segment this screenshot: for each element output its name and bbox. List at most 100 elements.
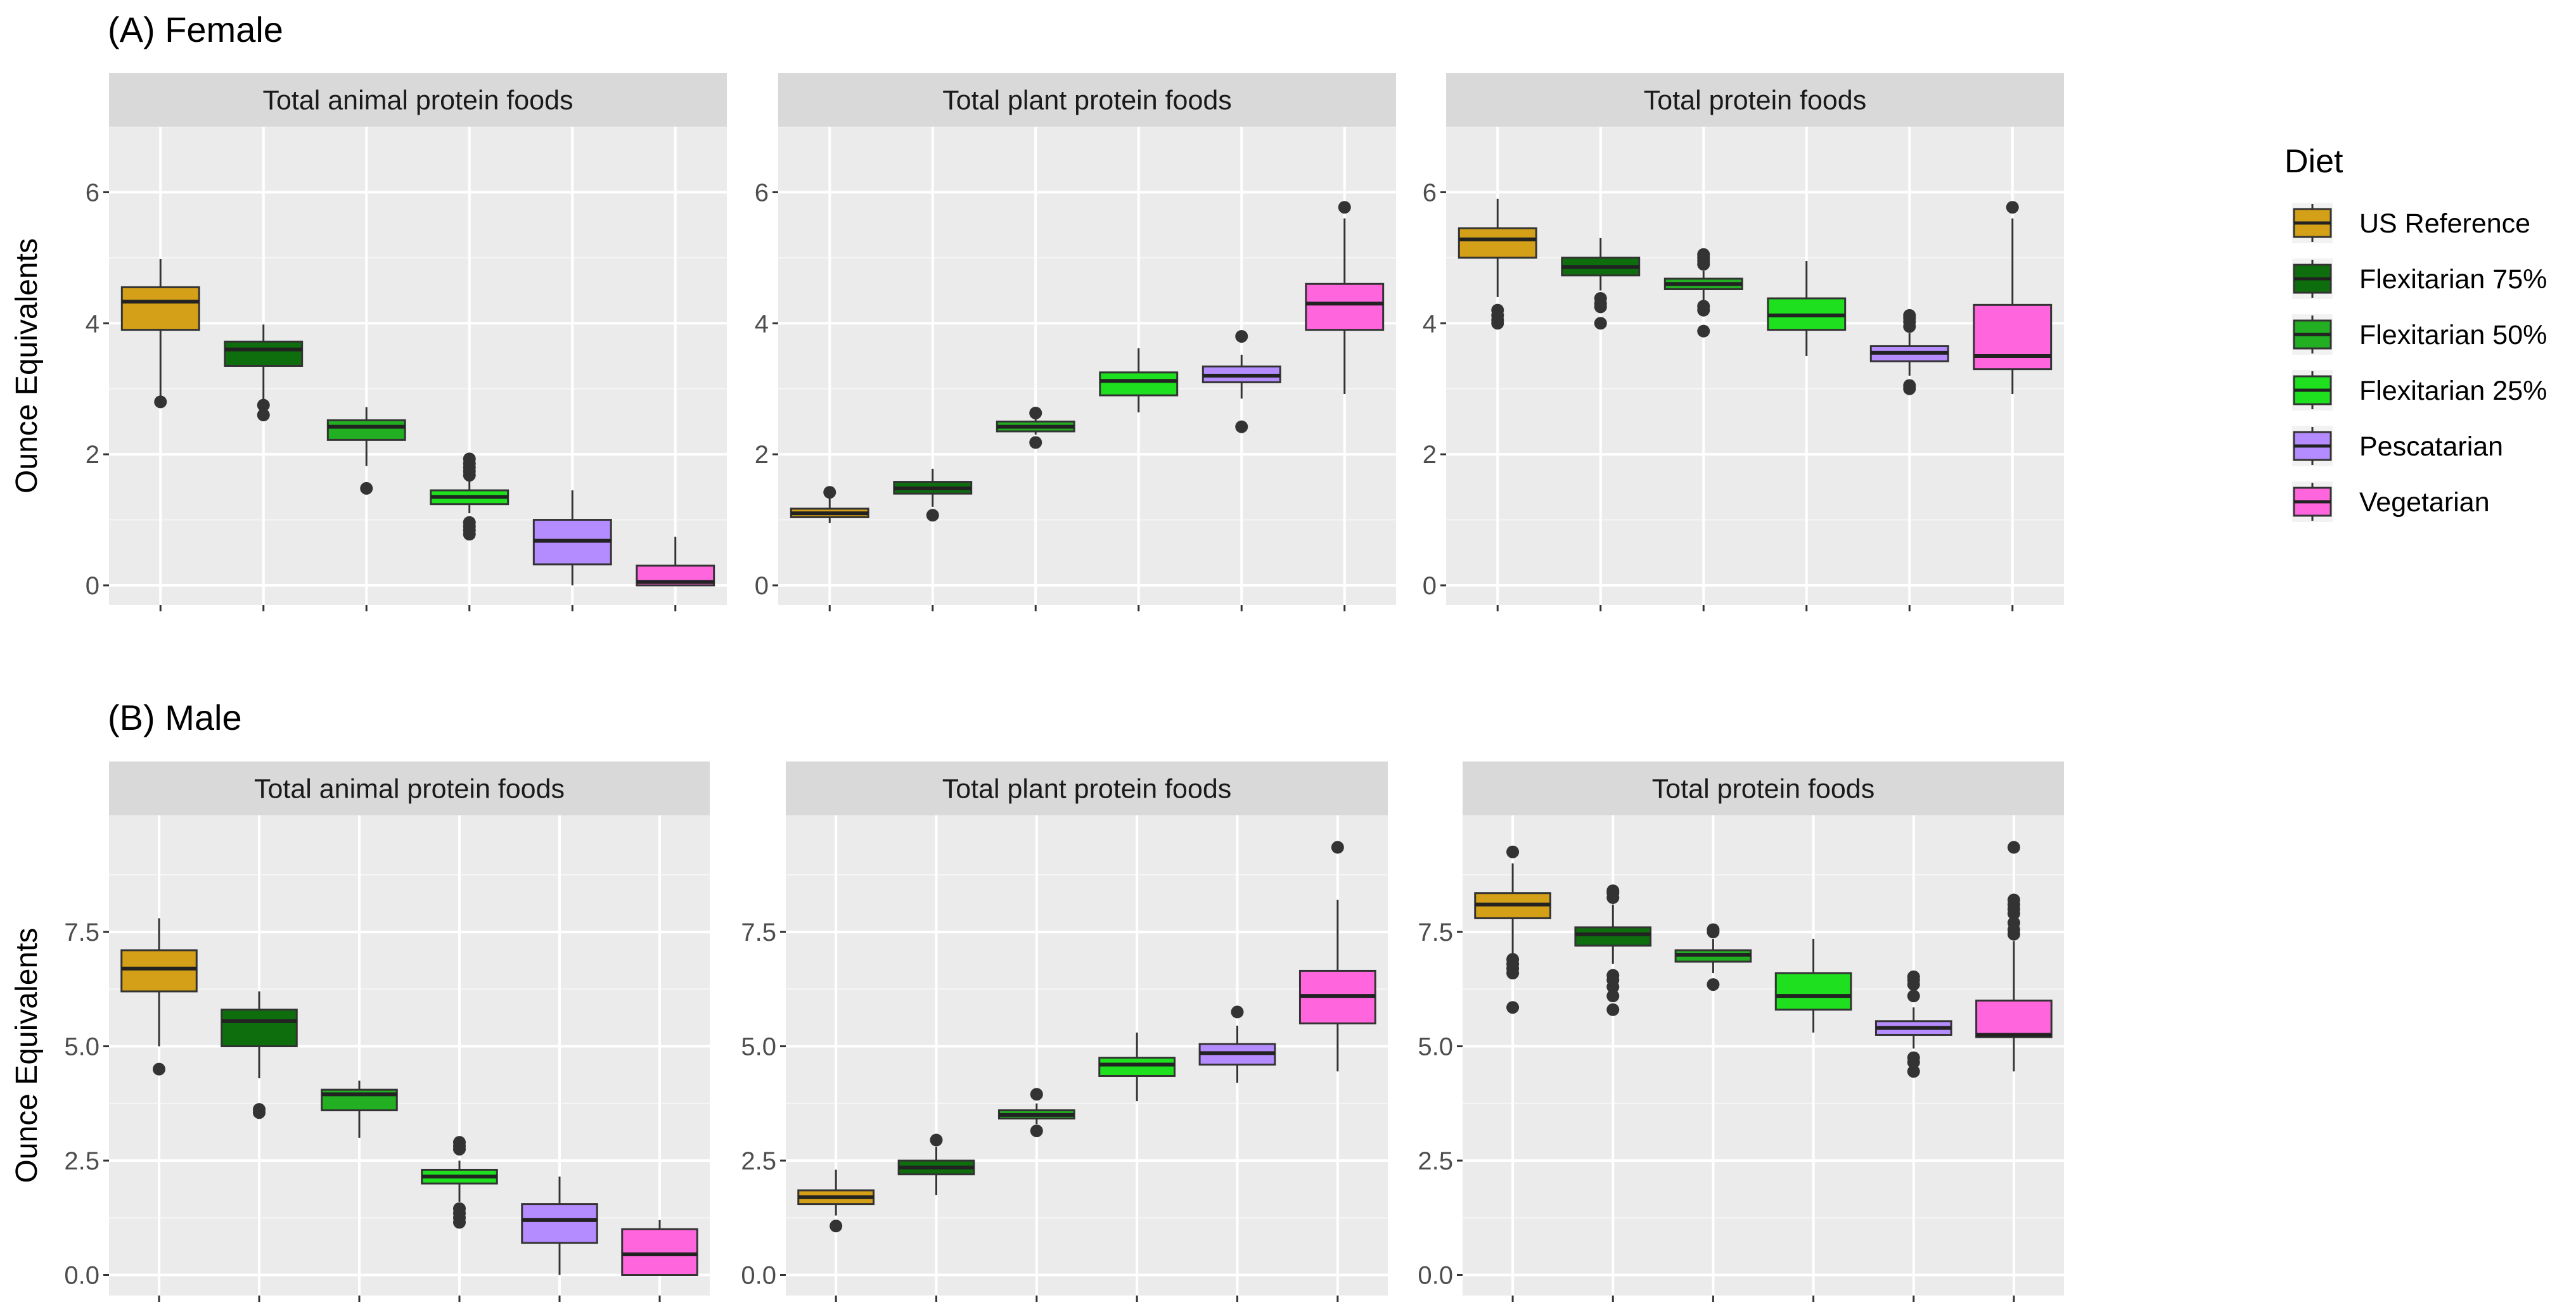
legend-title: Diet xyxy=(2284,143,2343,180)
y-tick-label: 0.0 xyxy=(741,1262,776,1290)
y-tick-label: 0 xyxy=(755,572,769,600)
facet-strip xyxy=(1446,73,2064,127)
outlier-point xyxy=(830,1220,843,1233)
legend-label: Flexitarian 75% xyxy=(2359,264,2547,295)
outlier-point xyxy=(1029,406,1042,419)
legend-label: Flexitarian 25% xyxy=(2359,376,2547,406)
legend-label: Flexitarian 50% xyxy=(2359,320,2547,350)
y-tick-label: 2 xyxy=(1423,441,1437,469)
box xyxy=(1574,926,1652,947)
outlier-point xyxy=(1907,990,1920,1003)
outlier-point xyxy=(1707,978,1720,991)
y-tick-label: 2.5 xyxy=(741,1147,776,1175)
y-tick-label: 5.0 xyxy=(64,1033,99,1061)
y-tick-label: 7.5 xyxy=(64,919,99,946)
legend-entry: Vegetarian xyxy=(2292,481,2490,522)
facet-panel-5: 0.0 2.5 5.0 7.5 Total protein foods xyxy=(1418,761,2064,1302)
facet-title: Total protein foods xyxy=(1652,774,1874,805)
y-tick-label: 7.5 xyxy=(1418,919,1453,946)
outlier-point xyxy=(823,486,836,499)
outlier-point xyxy=(257,409,270,422)
box xyxy=(521,1203,598,1244)
legend-entry: Flexitarian 50% xyxy=(2292,314,2547,355)
y-tick-label: 2 xyxy=(755,441,769,469)
outlier-point xyxy=(1235,420,1248,433)
outlier-point xyxy=(926,509,939,522)
panel-background xyxy=(109,815,710,1296)
outlier-point xyxy=(1491,303,1504,317)
y-axis-label: Ounce Equivalents xyxy=(10,928,44,1183)
outlier-point xyxy=(1506,953,1520,966)
y-tick-label: 4 xyxy=(755,310,769,338)
y-tick-label: 6 xyxy=(1423,179,1437,207)
outlier-point xyxy=(2007,841,2020,854)
facet-title: Total animal protein foods xyxy=(254,774,565,805)
facet-panel-1: 0 2 4 6 Total plant protein foods xyxy=(755,73,1396,611)
box xyxy=(1973,303,2053,371)
outlier-point xyxy=(1030,1124,1043,1138)
outlier-point xyxy=(1697,300,1710,313)
panel-background xyxy=(778,127,1396,605)
legend-entry: Pescatarian xyxy=(2292,426,2503,466)
facet-title: Total protein foods xyxy=(1644,86,1866,116)
outlier-point xyxy=(1030,1088,1043,1101)
facet-strip xyxy=(109,761,710,815)
facet-strip xyxy=(778,73,1396,127)
outlier-point xyxy=(2007,916,2020,929)
box xyxy=(120,949,198,993)
y-tick-label: 4 xyxy=(86,310,99,338)
outlier-point xyxy=(1506,845,1520,858)
legend: Diet US Reference Flexitarian 75% Flexitar… xyxy=(2284,143,2547,522)
y-tick-label: 0 xyxy=(1423,572,1437,600)
outlier-point xyxy=(1907,1051,1920,1064)
panel-background xyxy=(109,127,727,605)
outlier-point xyxy=(1606,884,1620,898)
facet-panels: 0 2 4 6 Total animal protein foods Ounce Equi… xyxy=(10,73,2064,1302)
outlier-point xyxy=(1331,841,1344,854)
box xyxy=(1098,1057,1176,1077)
outlier-point xyxy=(1606,990,1620,1003)
facet-strip xyxy=(1463,761,2064,815)
legend-entry: US Reference xyxy=(2292,203,2530,243)
legend-label: Vegetarian xyxy=(2359,487,2490,518)
outlier-point xyxy=(1231,1005,1244,1019)
outlier-point xyxy=(1903,309,1916,322)
box xyxy=(1305,283,1385,331)
y-tick-label: 2.5 xyxy=(64,1147,99,1175)
outlier-point xyxy=(1235,329,1248,343)
outlier-point xyxy=(930,1133,943,1147)
outlier-point xyxy=(1029,436,1042,449)
facet-panel-2: 0 2 4 6 Total protein foods xyxy=(1423,73,2064,611)
outlier-point xyxy=(1594,317,1607,330)
y-tick-label: 0.0 xyxy=(64,1262,99,1290)
outlier-point xyxy=(1606,1003,1620,1016)
facet-panel-0: 0 2 4 6 Total animal protein foods Ounce Equi… xyxy=(10,73,727,611)
y-tick-label: 0.0 xyxy=(1418,1262,1453,1290)
outlier-point xyxy=(453,1202,466,1215)
y-tick-label: 5.0 xyxy=(1418,1033,1453,1061)
outlier-point xyxy=(453,1136,466,1149)
panel-background xyxy=(786,815,1388,1296)
facet-strip xyxy=(786,761,1388,815)
legend-items: US Reference Flexitarian 75% Flexitarian 5… xyxy=(2292,203,2547,522)
outlier-point xyxy=(1907,970,1920,983)
legend-label: US Reference xyxy=(2359,208,2530,239)
facet-panel-4: 0.0 2.5 5.0 7.5 Total plant protein foods xyxy=(741,761,1388,1302)
panel-background xyxy=(1463,815,2064,1296)
facet-panel-3: 0.0 2.5 5.0 7.5 Total animal protein foods Ou… xyxy=(10,761,710,1302)
y-tick-label: 6 xyxy=(755,179,769,207)
y-tick-label: 4 xyxy=(1423,310,1437,338)
outlier-point xyxy=(1907,1065,1920,1078)
facet-title: Total animal protein foods xyxy=(262,86,573,116)
legend-entry: Flexitarian 75% xyxy=(2292,258,2547,299)
row-title-male: (B) Male xyxy=(108,697,242,737)
y-tick-label: 6 xyxy=(86,179,99,207)
outlier-point xyxy=(253,1103,266,1116)
box xyxy=(1099,371,1179,397)
outlier-point xyxy=(154,395,167,409)
box xyxy=(120,286,200,331)
outlier-point xyxy=(257,398,270,412)
box xyxy=(221,1009,298,1048)
outlier-point xyxy=(1903,379,1916,392)
